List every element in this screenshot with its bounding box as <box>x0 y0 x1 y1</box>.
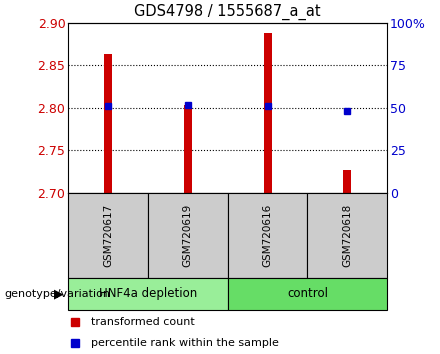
Text: GSM720618: GSM720618 <box>342 204 352 267</box>
Bar <box>148 193 228 278</box>
Bar <box>68 278 228 310</box>
Bar <box>228 278 387 310</box>
Bar <box>68 193 148 278</box>
Text: transformed count: transformed count <box>91 317 194 327</box>
Bar <box>308 193 387 278</box>
Bar <box>264 33 271 193</box>
Text: genotype/variation: genotype/variation <box>4 289 110 299</box>
Title: GDS4798 / 1555687_a_at: GDS4798 / 1555687_a_at <box>134 4 321 20</box>
Text: HNF4a depletion: HNF4a depletion <box>99 287 197 300</box>
Text: GSM720619: GSM720619 <box>183 204 193 267</box>
Bar <box>184 105 192 193</box>
Text: GSM720617: GSM720617 <box>103 204 113 267</box>
Bar <box>343 170 351 193</box>
Text: percentile rank within the sample: percentile rank within the sample <box>91 338 279 348</box>
Bar <box>104 55 112 193</box>
Text: ▶: ▶ <box>54 287 64 300</box>
Text: GSM720616: GSM720616 <box>263 204 272 267</box>
Bar <box>228 193 308 278</box>
Text: control: control <box>287 287 328 300</box>
